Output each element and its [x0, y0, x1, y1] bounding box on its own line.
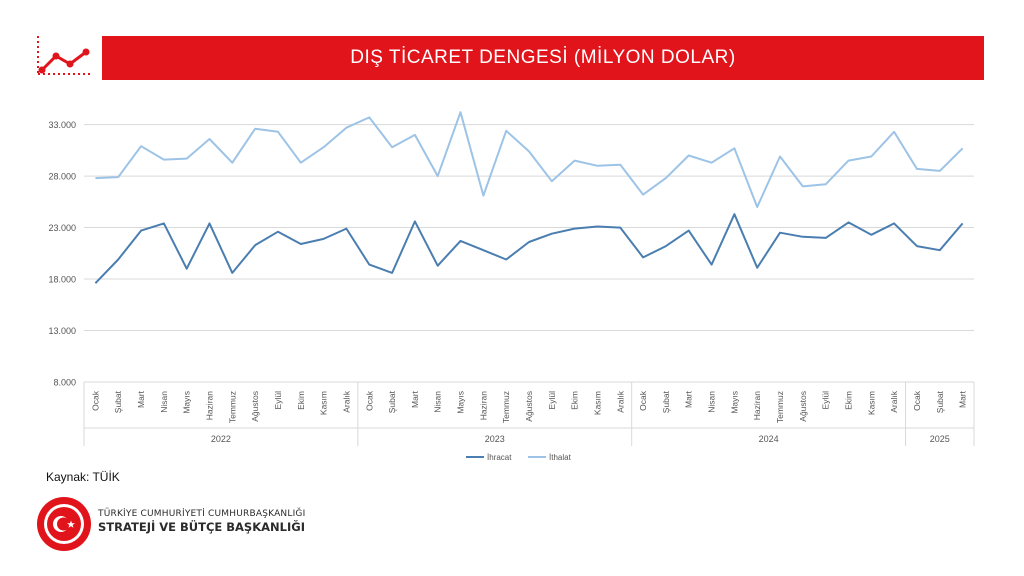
y-tick-label: 18.000: [48, 275, 76, 285]
x-tick-label: Şubat: [387, 390, 397, 413]
x-tick-label: Şubat: [113, 390, 123, 413]
x-tick-label: Nisan: [433, 391, 443, 413]
x-tick-label: Kasım: [592, 391, 602, 415]
x-tick-label: Şubat: [661, 390, 671, 413]
x-tick-label: Ocak: [912, 390, 922, 411]
x-tick-label: Mayıs: [182, 391, 192, 414]
x-tick-label: Mart: [136, 390, 146, 408]
y-tick-label: 23.000: [48, 223, 76, 233]
org-line2: STRATEJİ VE BÜTÇE BAŞKANLIĞI: [98, 520, 305, 534]
legend-label: İthalat: [549, 453, 572, 462]
x-tick-label: Nisan: [707, 391, 717, 413]
trend-line-icon: [34, 34, 96, 78]
x-tick-label: Haziran: [752, 391, 762, 421]
x-tick-label: Nisan: [159, 391, 169, 413]
x-tick-label: Aralık: [341, 390, 351, 412]
x-tick-label: Eylül: [821, 391, 831, 410]
chart-title: DIŞ TİCARET DENGESİ (MİLYON DOLAR): [350, 47, 736, 68]
x-tick-label: Ocak: [638, 390, 648, 411]
x-tick-label: Mart: [684, 390, 694, 408]
x-tick-label: Ekim: [843, 391, 853, 410]
x-tick-label: Haziran: [205, 391, 215, 421]
x-tick-label: Temmuz: [227, 391, 237, 423]
y-tick-label: 33.000: [48, 120, 76, 130]
legend-label: İhracat: [487, 453, 512, 462]
trade-balance-chart: 8.000 13.000 18.000 23.000 28.000 33.000 Ocak Ş…: [48, 111, 975, 462]
x-tick-label: Haziran: [478, 391, 488, 421]
x-tick-label: Kasım: [319, 391, 329, 415]
x-tick-label: Temmuz: [501, 391, 511, 423]
org-line1: TÜRKİYE CUMHURİYETİ CUMHURBAŞKANLIĞI: [98, 509, 306, 519]
x-tick-label: Ekim: [296, 391, 306, 410]
x-tick-label: Eylül: [273, 391, 283, 410]
x-tick-label: Ekim: [570, 391, 580, 410]
x-tick-label: Temmuz: [775, 391, 785, 423]
x-tick-label: Ağustos: [250, 391, 260, 422]
x-tick-label: Mart: [958, 390, 968, 408]
y-tick-label: 8.000: [53, 378, 76, 388]
x-tick-label: Eylül: [547, 391, 557, 410]
x-tick-label: Ağustos: [798, 391, 808, 422]
year-label: 2022: [211, 434, 231, 444]
x-tick-label: Kasım: [866, 391, 876, 415]
source-note: Kaynak: TÜİK: [46, 470, 120, 484]
x-tick-label: Ocak: [90, 390, 100, 411]
series-line-ithalat: [95, 111, 964, 208]
presidency-seal-icon: [36, 496, 92, 552]
x-tick-label: Mayıs: [729, 391, 739, 414]
year-label: 2025: [930, 434, 950, 444]
series-line-ihracat: [94, 213, 964, 284]
x-tick-label: Şubat: [935, 390, 945, 413]
x-tick-label: Mayıs: [456, 391, 466, 414]
x-tick-label: Aralık: [615, 390, 625, 412]
x-tick-label: Aralık: [889, 390, 899, 412]
year-label: 2024: [759, 434, 779, 444]
x-tick-label: Mart: [410, 390, 420, 408]
y-tick-label: 28.000: [48, 172, 76, 182]
organization-name: TÜRKİYE CUMHURİYETİ CUMHURBAŞKANLIĞI STR…: [98, 509, 305, 534]
year-label: 2023: [485, 434, 505, 444]
x-tick-label: Ocak: [364, 390, 374, 411]
title-banner: DIŞ TİCARET DENGESİ (MİLYON DOLAR): [102, 36, 984, 80]
x-tick-label: Ağustos: [524, 391, 534, 422]
y-tick-label: 13.000: [48, 326, 76, 336]
